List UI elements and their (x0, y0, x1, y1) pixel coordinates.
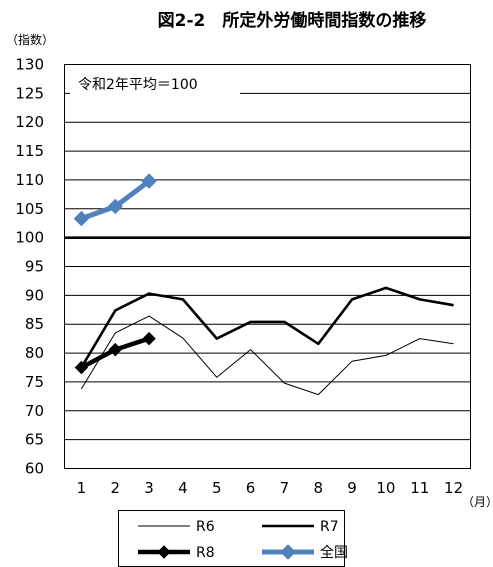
series-group (73, 173, 454, 396)
annotation-background (70, 72, 240, 96)
x-tick-label: 12 (444, 479, 463, 497)
y-tick-label: 65 (25, 431, 44, 449)
x-tick-label: 1 (77, 479, 87, 497)
x-tick-label: 6 (246, 479, 256, 497)
y-tick-label: 80 (25, 344, 44, 362)
y-tick-label: 75 (25, 373, 44, 391)
gridlines (64, 64, 471, 469)
y-tick-label: 90 (25, 286, 44, 304)
x-tick-label: 5 (212, 479, 222, 497)
x-tick-label: 11 (410, 479, 429, 497)
x-axis-unit-label: （月） (462, 495, 493, 509)
y-tick-label: 95 (25, 258, 44, 276)
x-tick-label: 3 (144, 479, 154, 497)
y-tick-label: 100 (15, 229, 44, 247)
chart-title: 図2-2 所定外労働時間指数の推移 (158, 10, 427, 31)
x-tick-label: 2 (110, 479, 120, 497)
y-tick-label: 120 (15, 113, 44, 131)
y-tick-label: 70 (25, 402, 44, 420)
x-tick-label: 7 (280, 479, 290, 497)
y-axis-unit-label: （指数） (6, 32, 54, 47)
y-tick-label: 115 (15, 142, 44, 160)
y-tick-label: 105 (15, 200, 44, 218)
legend-box (118, 510, 345, 567)
data-point-r8 (74, 360, 89, 375)
legend-label-r7: R7 (320, 519, 339, 535)
legend-marker-zenkoku (280, 544, 296, 560)
legend-label-r8: R8 (196, 545, 215, 561)
y-tick-label: 130 (15, 56, 44, 74)
x-tick-label: 8 (313, 479, 323, 497)
legend-label-r6: R6 (196, 519, 215, 535)
legend-label-zenkoku: 全国 (320, 544, 348, 561)
x-axis-ticks: 1 2 3 4 5 6 7 8 9 10 11 12 (77, 479, 463, 497)
y-tick-label: 125 (15, 84, 44, 102)
data-point-zenkoku (141, 173, 157, 189)
y-tick-label: 85 (25, 315, 44, 333)
data-point-zenkoku (107, 198, 123, 215)
legend-marker-r8 (157, 545, 171, 559)
y-tick-label: 60 (25, 460, 44, 478)
data-point-r8 (108, 342, 122, 357)
data-point-zenkoku (73, 210, 90, 227)
data-point-r8 (142, 331, 156, 346)
legend: R6 R7 R8 全国 (118, 510, 348, 567)
y-tick-label: 110 (15, 171, 44, 189)
plot-area-border (64, 64, 471, 469)
series-line-r6 (80, 315, 454, 396)
base-note: 令和2年平均＝100 (78, 77, 198, 93)
x-tick-label: 10 (376, 479, 395, 497)
series-line-r7 (80, 286, 454, 369)
x-tick-label: 9 (347, 479, 357, 497)
x-tick-label: 4 (178, 479, 188, 497)
y-axis-ticks: 130 125 120 115 110 105 100 95 90 85 80 75 70 65 60 (15, 56, 44, 478)
